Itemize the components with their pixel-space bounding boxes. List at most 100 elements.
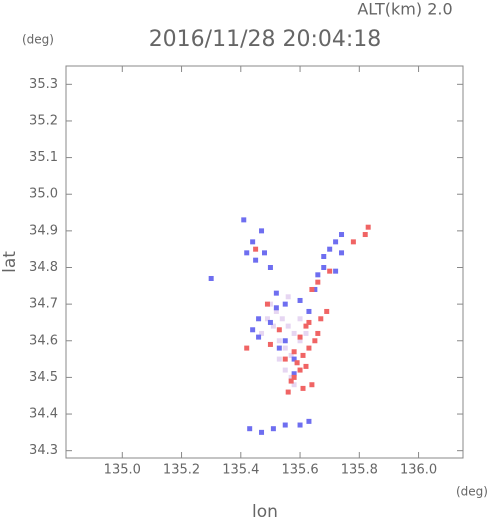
y-tick-label: 35.1 (29, 150, 58, 165)
data-point (282, 338, 288, 344)
data-point (282, 345, 288, 351)
x-tick-label: 135.0 (104, 463, 141, 478)
data-point (259, 330, 265, 336)
y-tick-label: 34.6 (29, 333, 58, 348)
data-point (208, 275, 214, 281)
data-point (365, 224, 371, 230)
data-point (327, 246, 333, 252)
data-point (276, 327, 282, 333)
data-point (306, 418, 312, 424)
y-tick-label: 35.3 (29, 77, 58, 92)
data-point (321, 254, 327, 260)
data-point (312, 338, 318, 344)
data-point (264, 301, 270, 307)
data-point (241, 217, 247, 223)
y-tick-label: 34.5 (29, 370, 58, 385)
data-point (276, 356, 282, 362)
x-tick-label: 135.2 (163, 463, 200, 478)
y-tick-label: 34.9 (29, 223, 58, 238)
data-point (282, 422, 288, 428)
x-axis-label: lon (252, 502, 278, 521)
data-point (306, 319, 312, 325)
data-point (276, 345, 282, 351)
data-point (303, 363, 309, 369)
data-point (273, 290, 279, 296)
data-point (297, 367, 303, 373)
y-unit: (deg) (22, 33, 54, 47)
data-point (273, 308, 279, 314)
data-point (318, 316, 324, 322)
y-tick-label: 34.7 (29, 297, 58, 312)
data-point (273, 305, 279, 311)
data-point (253, 257, 259, 263)
data-point (247, 426, 253, 432)
data-point (291, 349, 297, 355)
data-point (244, 250, 250, 256)
data-point (321, 264, 327, 270)
data-point (291, 374, 297, 380)
x-tick-label: 135.8 (341, 463, 378, 478)
data-point (250, 239, 256, 245)
data-point (297, 338, 303, 344)
data-point (309, 382, 315, 388)
data-point (291, 330, 297, 336)
data-point (300, 385, 306, 391)
data-point (259, 429, 265, 435)
x-tick-label: 135.4 (222, 463, 259, 478)
data-point (270, 323, 276, 329)
data-point (291, 356, 297, 362)
data-point (285, 294, 291, 300)
data-point (288, 374, 294, 380)
data-point (276, 338, 282, 344)
data-point (327, 268, 333, 274)
data-point (282, 367, 288, 373)
data-point (256, 316, 262, 322)
data-point (285, 389, 291, 395)
data-point (279, 316, 285, 322)
x-unit: (deg) (456, 485, 488, 499)
data-point (306, 345, 312, 351)
data-point (297, 297, 303, 303)
data-point (285, 323, 291, 329)
data-point (315, 279, 321, 285)
chart-subtitle: ALT(km) 2.0 (357, 0, 452, 19)
data-point (306, 308, 312, 314)
data-point (312, 286, 318, 292)
data-point (297, 334, 303, 340)
data-point (362, 232, 368, 238)
y-tick-label: 34.4 (29, 407, 58, 422)
y-tick-label: 34.8 (29, 260, 58, 275)
data-point (297, 316, 303, 322)
data-point (315, 272, 321, 278)
data-point (350, 239, 356, 245)
data-point (303, 330, 309, 336)
data-point (267, 319, 273, 325)
data-point (324, 308, 330, 314)
data-point (291, 382, 297, 388)
data-point (339, 232, 345, 238)
data-point (300, 352, 306, 358)
data-point (282, 356, 288, 362)
data-point (291, 371, 297, 377)
plot-frame (65, 65, 464, 459)
data-point (267, 264, 273, 270)
data-point (267, 341, 273, 347)
data-point (262, 250, 267, 256)
data-point (250, 327, 256, 333)
data-point (333, 239, 339, 245)
y-axis-label: lat (0, 251, 20, 273)
data-point (333, 268, 339, 274)
y-tick-label: 35.2 (29, 113, 58, 128)
x-tick-label: 135.6 (281, 463, 318, 478)
data-point (315, 330, 321, 336)
chart-title: 2016/11/28 20:04:18 (149, 27, 382, 52)
data-point (297, 422, 303, 428)
data-point (303, 323, 309, 329)
data-point (294, 360, 300, 366)
data-point (267, 301, 273, 307)
data-point (253, 246, 259, 252)
data-point (288, 378, 294, 384)
data-point (259, 228, 265, 234)
y-tick-label: 35.0 (29, 187, 58, 202)
